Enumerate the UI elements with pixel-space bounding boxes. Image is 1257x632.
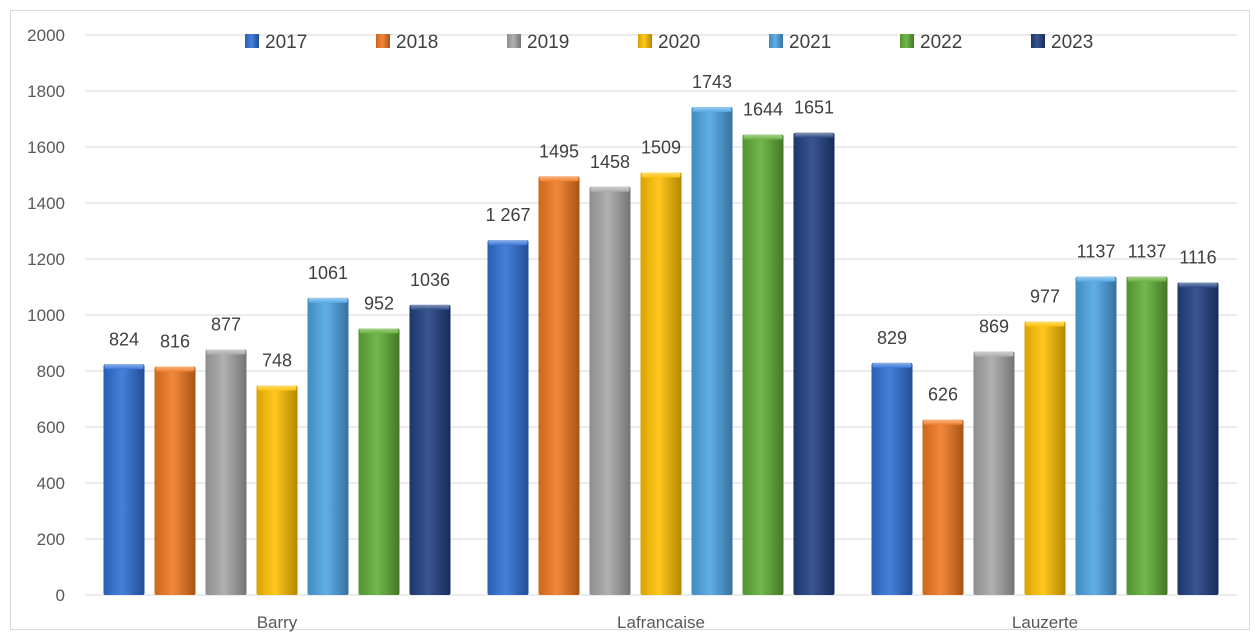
bar-top-highlight <box>794 132 834 138</box>
legend-label: 2018 <box>396 32 438 53</box>
bar-top-highlight <box>641 172 681 178</box>
y-tick-label: 200 <box>37 530 65 549</box>
bar-top-highlight <box>1178 282 1218 288</box>
y-axis-ticks: 0 200 400 600 800 1000 1200 1400 1600 1800 2000 <box>27 26 65 605</box>
legend-label: 2019 <box>527 32 569 53</box>
data-label: 1036 <box>410 270 450 290</box>
data-label: 1061 <box>308 263 348 283</box>
data-label: 1509 <box>641 137 681 157</box>
bars <box>103 106 1219 596</box>
bar-top-highlight <box>104 364 144 370</box>
bar-barry-2017 <box>103 364 145 595</box>
data-label: 877 <box>211 314 241 334</box>
y-tick-label: 600 <box>37 418 65 437</box>
bar-top-highlight <box>974 351 1014 357</box>
bar-lauzerte-2021 <box>1075 276 1117 595</box>
bar-top-highlight <box>743 134 783 140</box>
data-label: 1644 <box>743 100 783 120</box>
y-tick-label: 800 <box>37 362 65 381</box>
bar-barry-2019 <box>205 349 247 595</box>
y-tick-label: 1800 <box>27 82 65 101</box>
bar-top-highlight <box>257 385 297 391</box>
bar-barry-2020 <box>256 385 298 595</box>
legend-swatch <box>507 34 521 48</box>
data-label: 1651 <box>794 98 834 118</box>
bar-lafrancaise-2018 <box>538 176 580 595</box>
data-label: 952 <box>364 293 394 313</box>
bar-top-highlight <box>410 304 450 310</box>
bar-lafrancaise-2020 <box>640 172 682 596</box>
y-tick-label: 1600 <box>27 138 65 157</box>
bar-top-highlight <box>923 419 963 425</box>
x-category-label: Lauzerte <box>1012 613 1078 632</box>
legend-label: 2020 <box>658 32 700 53</box>
chart-frame <box>10 10 1250 630</box>
bar-top-highlight <box>539 176 579 182</box>
bar-lauzerte-2018 <box>922 419 964 595</box>
bar-barry-2018 <box>154 366 196 595</box>
bar-top-highlight <box>359 328 399 334</box>
bar-top-highlight <box>692 106 732 112</box>
data-label: 1743 <box>692 72 732 92</box>
bar-lauzerte-2023 <box>1177 282 1219 595</box>
data-label: 1116 <box>1179 248 1216 268</box>
data-label: 1 267 <box>485 205 530 225</box>
data-label: 869 <box>979 317 1009 337</box>
bar-lauzerte-2022 <box>1126 276 1168 595</box>
legend: 2017 2018 2019 2020 2021 2022 2023 <box>245 32 1093 53</box>
bar-top-highlight <box>488 240 528 246</box>
y-tick-label: 400 <box>37 474 65 493</box>
data-label: 1137 <box>1077 242 1116 262</box>
data-label: 829 <box>877 328 907 348</box>
bar-top-highlight <box>206 349 246 355</box>
legend-swatch <box>638 34 652 48</box>
bar-lafrancaise-2017 <box>487 240 529 596</box>
bar-top-highlight <box>590 186 630 192</box>
x-axis-categories: Barry Lafrancaise Lauzerte <box>257 613 1078 632</box>
bar-top-highlight <box>308 297 348 303</box>
legend-swatch <box>900 34 914 48</box>
data-label: 816 <box>160 332 190 352</box>
legend-swatch <box>376 34 390 48</box>
bar-barry-2023 <box>409 304 451 595</box>
legend-swatch <box>769 34 783 48</box>
bar-top-highlight <box>1025 321 1065 327</box>
data-label: 748 <box>262 351 292 371</box>
bar-lauzerte-2019 <box>973 351 1015 595</box>
x-category-label: Lafrancaise <box>617 613 705 632</box>
bar-lafrancaise-2019 <box>589 186 631 595</box>
bar-top-highlight <box>155 366 195 372</box>
data-label: 1458 <box>590 152 630 172</box>
bar-top-highlight <box>1076 276 1116 282</box>
data-labels: 824 816 877 748 1061 952 1036 1 267 1495 1458 1509… <box>109 72 1217 405</box>
bar-top-highlight <box>872 362 912 368</box>
y-tick-label: 1000 <box>27 306 65 325</box>
y-tick-label: 1200 <box>27 250 65 269</box>
bar-barry-2021 <box>307 297 349 595</box>
data-label: 1495 <box>539 141 579 161</box>
bar-barry-2022 <box>358 328 400 595</box>
bar-lauzerte-2020 <box>1024 321 1066 595</box>
x-category-label: Barry <box>257 613 298 632</box>
legend-label: 2022 <box>920 32 962 53</box>
data-label: 626 <box>928 385 958 405</box>
bar-lafrancaise-2023 <box>793 132 835 595</box>
data-label: 977 <box>1030 286 1060 306</box>
legend-label: 2017 <box>265 32 307 53</box>
legend-swatch <box>245 34 259 48</box>
legend-swatch <box>1031 34 1045 48</box>
bar-lauzerte-2017 <box>871 362 913 595</box>
y-tick-label: 2000 <box>27 26 65 45</box>
bar-lafrancaise-2022 <box>742 134 784 595</box>
data-label: 824 <box>109 329 139 349</box>
data-label: 1137 <box>1128 242 1167 262</box>
legend-label: 2021 <box>789 32 831 53</box>
legend-label: 2023 <box>1051 32 1093 53</box>
y-tick-label: 1400 <box>27 194 65 213</box>
bar-lafrancaise-2021 <box>691 106 733 596</box>
y-tick-label: 0 <box>56 586 65 605</box>
bar-top-highlight <box>1127 276 1167 282</box>
